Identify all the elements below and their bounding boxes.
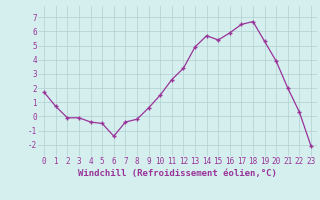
X-axis label: Windchill (Refroidissement éolien,°C): Windchill (Refroidissement éolien,°C) xyxy=(78,169,277,178)
